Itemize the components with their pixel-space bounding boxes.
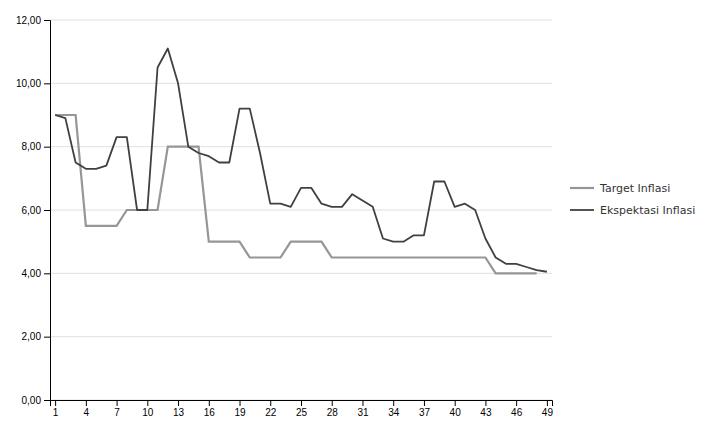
tick-label: 4 (84, 407, 90, 418)
tick-mark (44, 210, 50, 211)
legend-swatch (570, 187, 594, 189)
tick-mark (547, 400, 548, 406)
tick-label: 22 (265, 407, 277, 418)
tick-label: 8,00 (22, 141, 42, 152)
series-line (55, 49, 547, 272)
tick-label: 37 (419, 407, 431, 418)
tick: 34 (388, 400, 400, 418)
tick-label: 40 (450, 407, 462, 418)
tick-mark (55, 400, 56, 406)
tick-mark (332, 400, 333, 406)
tick: 13 (173, 400, 185, 418)
tick-label: 13 (173, 407, 185, 418)
grid-line (50, 146, 552, 147)
x-axis: 1 4 7 10 13 16 19 22 25 28 31 34 37 40 43 46 49 (51, 400, 554, 418)
tick: 31 (357, 400, 369, 418)
tick: 1 (53, 400, 59, 418)
tick: 19 (234, 400, 246, 418)
tick-mark (86, 400, 87, 406)
tick-label: 34 (388, 407, 400, 418)
tick-label: 12,00 (16, 15, 41, 26)
tick-label: 10,00 (16, 78, 41, 89)
tick: 12,00 (16, 15, 50, 26)
tick: 49 (542, 400, 554, 418)
tick-mark (44, 273, 50, 274)
tick-label: 49 (542, 407, 554, 418)
tick-mark (393, 400, 394, 406)
tick-mark (240, 400, 241, 406)
tick: 8,00 (22, 141, 50, 152)
tick-mark (270, 400, 271, 406)
tick-mark (44, 20, 50, 21)
tick: 4,00 (22, 268, 50, 279)
grid-line (50, 336, 552, 337)
grid-line (50, 273, 552, 274)
grid (50, 20, 552, 400)
legend-label: Target Inflasi (599, 182, 670, 195)
lines (55, 49, 547, 274)
tick: 37 (419, 400, 431, 418)
tick-label: 31 (357, 407, 369, 418)
tick: 28 (327, 400, 339, 418)
legend: Target Inflasi Ekspektasi Inflasi (570, 182, 695, 217)
tick: 25 (296, 400, 308, 418)
tick-mark (147, 400, 148, 406)
grid-line (50, 20, 552, 21)
tick: 7 (114, 400, 120, 418)
legend-label: Ekspektasi Inflasi (600, 204, 695, 217)
tick-mark (516, 400, 517, 406)
tick-label: 46 (511, 407, 523, 418)
tick-mark (455, 400, 456, 406)
tick-mark (301, 400, 302, 406)
tick: 40 (450, 400, 462, 418)
tick-label: 1 (53, 407, 59, 418)
tick-mark (209, 400, 210, 406)
chart: 1 4 7 10 13 16 19 22 25 28 31 34 37 40 43 46 49 0,00 2,00 4… (0, 0, 722, 432)
grid-line (50, 83, 552, 84)
tick-label: 19 (234, 407, 246, 418)
tick-mark (44, 337, 50, 338)
tick-label: 2,00 (22, 331, 42, 342)
tick: 16 (204, 400, 216, 418)
legend-swatch (570, 209, 594, 211)
axis-line (44, 21, 51, 401)
tick: 46 (511, 400, 523, 418)
y-axis: 0,00 2,00 4,00 6,00 8,00 10,00 12,00 (16, 15, 51, 406)
tick-label: 25 (296, 407, 308, 418)
tick: 10,00 (16, 78, 50, 89)
tick-mark (117, 400, 118, 406)
tick-mark (44, 147, 50, 148)
tick-mark (44, 400, 50, 401)
plot: 1 4 7 10 13 16 19 22 25 28 31 34 37 40 43 46 49 0,00 2,00 4… (16, 15, 553, 418)
legend-item: Ekspektasi Inflasi (570, 204, 695, 217)
tick-mark (178, 400, 179, 406)
tick-label: 0,00 (22, 395, 42, 406)
tick-label: 4,00 (22, 268, 42, 279)
tick-mark (362, 400, 363, 406)
tick-mark (485, 400, 486, 406)
tick-mark (44, 83, 50, 84)
grid-line (50, 210, 552, 211)
tick-mark (424, 400, 425, 406)
tick-label: 28 (327, 407, 339, 418)
tick: 43 (480, 400, 492, 418)
legend-item: Target Inflasi (570, 182, 670, 195)
tick: 22 (265, 400, 277, 418)
tick: 0,00 (22, 395, 50, 406)
tick-label: 6,00 (22, 205, 42, 216)
tick-label: 16 (204, 407, 216, 418)
tick: 2,00 (22, 331, 50, 342)
tick-label: 10 (142, 407, 154, 418)
tick: 10 (142, 400, 154, 418)
tick-label: 43 (480, 407, 492, 418)
tick-label: 7 (114, 407, 120, 418)
tick: 6,00 (22, 205, 50, 216)
axis-line (51, 401, 553, 407)
tick: 4 (84, 400, 90, 418)
